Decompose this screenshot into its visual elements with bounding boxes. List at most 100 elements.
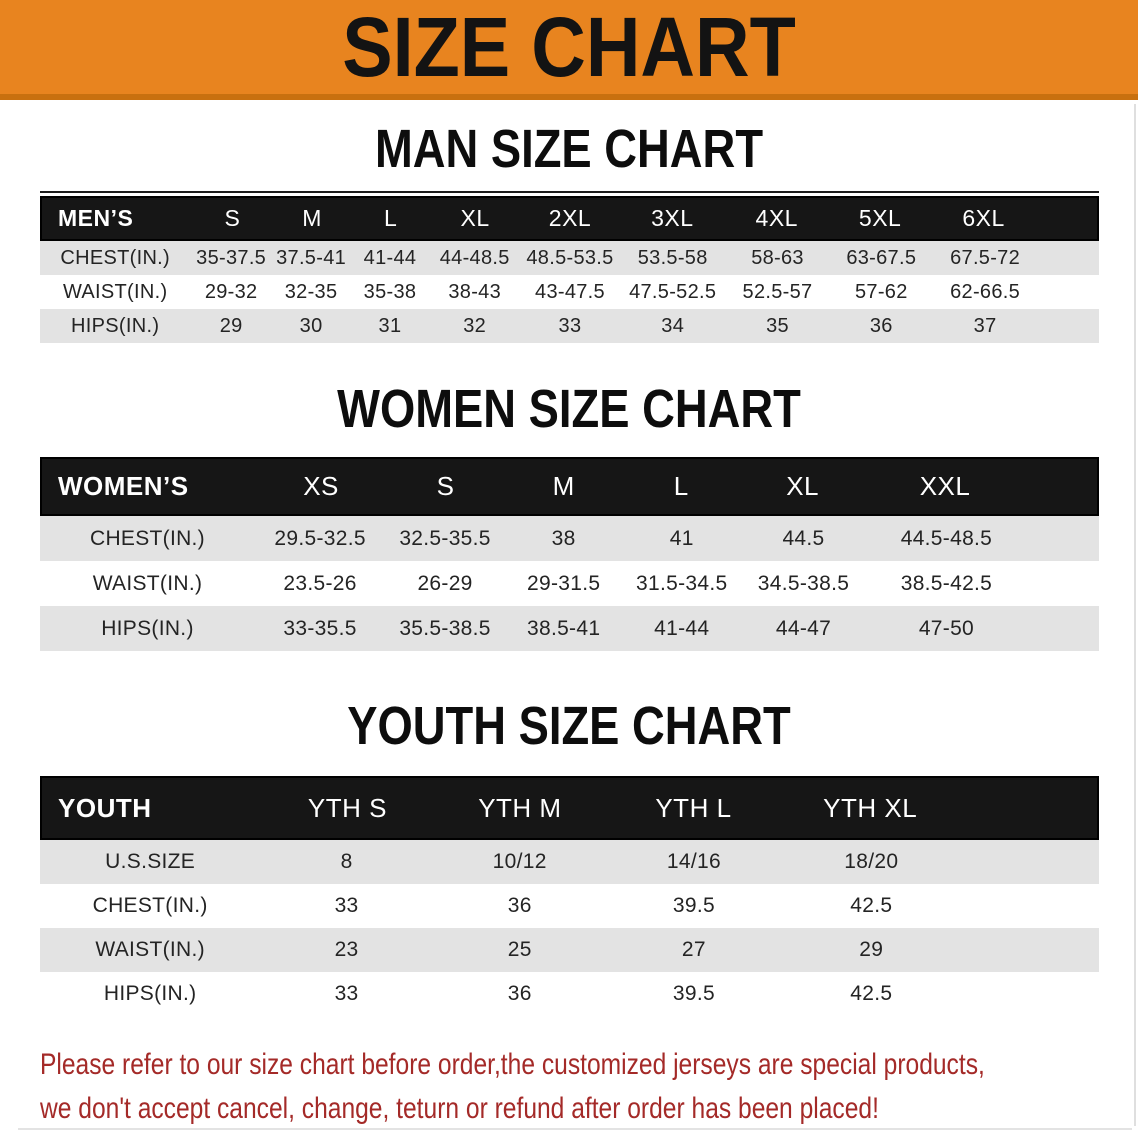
measurement-value: 42.5 — [850, 894, 893, 917]
size-column-header: 4XL — [755, 205, 798, 231]
size-column-header: 2XL — [548, 205, 592, 231]
size-column-header: YTH XL — [823, 792, 918, 823]
size-column-header: M — [302, 205, 322, 231]
table-corner-label: YOUTH — [58, 792, 152, 823]
measurement-label: WAIST(IN.) — [95, 938, 205, 961]
women-size-table: WOMEN’S XS S M L XL XXL CHEST(IN.) 29.5-32.5 32.5… — [40, 457, 1099, 651]
disclaimer-line-2: we don't accept cancel, change, teturn o… — [40, 1092, 879, 1125]
measurement-value: 48.5-53.5 — [526, 246, 614, 269]
measurement-value: 30 — [299, 314, 323, 337]
measurement-value: 41-44 — [363, 246, 417, 269]
measurement-value: 29-31.5 — [526, 571, 601, 595]
banner: SIZE CHART — [0, 0, 1138, 100]
measurement-value: 36 — [869, 314, 893, 337]
women-section-title-row: WOMEN SIZE CHART — [0, 379, 1138, 439]
measurement-value: 39.5 — [672, 894, 715, 917]
measurement-value: 63-67.5 — [846, 246, 917, 269]
measurement-row: WAIST(IN.) 23 25 27 29 — [40, 928, 1099, 972]
measurement-value: 32.5-35.5 — [399, 526, 491, 550]
men-size-table: MEN’S S M L XL 2XL 3XL 4XL 5XL 6XL CHEST(IN.) 35-37… — [40, 196, 1099, 343]
measurement-value: 29 — [219, 314, 243, 337]
measurement-row: WAIST(IN.) 29-32 32-35 35-38 38-43 43-47.5 47.… — [40, 275, 1099, 309]
measurement-value: 34 — [661, 314, 685, 337]
measurement-value: 10/12 — [492, 850, 547, 873]
measurement-value: 36 — [507, 982, 532, 1005]
size-column-header: S — [224, 205, 241, 231]
section-youth: YOUTH SIZE CHART YOUTH YTH S YTH M YTH L YTH… — [0, 699, 1138, 1016]
women-section-title: WOMEN SIZE CHART — [337, 379, 801, 439]
measurement-value: 35-38 — [363, 280, 417, 303]
table-corner-label: WOMEN’S — [58, 471, 189, 501]
measurement-row: U.S.SIZE 8 10/12 14/16 18/20 — [40, 840, 1099, 884]
measurement-value: 37.5-41 — [276, 246, 347, 269]
men-section-title: MAN SIZE CHART — [374, 119, 764, 179]
size-column-header: S — [436, 471, 455, 501]
measurement-label: HIPS(IN.) — [103, 982, 197, 1005]
measurement-value: 47-50 — [918, 616, 975, 640]
size-column-header: YTH S — [307, 792, 387, 823]
measurement-value: 44.5 — [782, 526, 825, 550]
measurement-value: 35 — [766, 314, 789, 337]
measurement-label: WAIST(IN.) — [62, 280, 168, 303]
measurement-value: 44-48.5 — [439, 246, 510, 269]
page-edge-artifact-right — [1134, 104, 1136, 1126]
measurement-value: 33 — [334, 894, 359, 917]
size-column-header: M — [552, 471, 575, 501]
measurement-value: 34.5-38.5 — [757, 571, 850, 595]
measurement-value: 23.5-26 — [283, 571, 357, 595]
size-column-header: XS — [303, 471, 339, 501]
table-header-row: WOMEN’S XS S M L XL XXL — [40, 457, 1099, 516]
measurement-value: 8 — [340, 850, 353, 873]
table-corner-label: MEN’S — [58, 205, 134, 231]
table-header-row: YOUTH YTH S YTH M YTH L YTH XL — [40, 776, 1099, 840]
page-edge-artifact-bottom — [18, 1128, 1132, 1130]
measurement-value: 44.5-48.5 — [900, 526, 993, 550]
measurement-label: CHEST(IN.) — [92, 894, 208, 917]
disclaimer: Please refer to our size chart before or… — [40, 1043, 1138, 1131]
measurement-label: HIPS(IN.) — [71, 314, 160, 337]
measurement-value: 25 — [507, 938, 532, 961]
measurement-value: 14/16 — [666, 850, 721, 873]
size-column-header: XL — [460, 205, 490, 231]
measurement-value: 29-32 — [204, 280, 258, 303]
measurement-value: 36 — [507, 894, 532, 917]
measurement-row: HIPS(IN.) 33-35.5 35.5-38.5 38.5-41 41-44 44-… — [40, 606, 1099, 651]
men-section-title-row: MAN SIZE CHART — [0, 119, 1138, 179]
measurement-value: 35.5-38.5 — [399, 616, 491, 640]
measurement-value: 39.5 — [672, 982, 715, 1005]
measurement-value: 37 — [973, 314, 997, 337]
measurement-value: 26-29 — [417, 571, 473, 595]
measurement-value: 23 — [334, 938, 359, 961]
page-title: SIZE CHART — [342, 0, 796, 94]
size-column-header: XXL — [919, 471, 971, 501]
size-column-header: XL — [786, 471, 819, 501]
measurement-value: 44-47 — [775, 616, 832, 640]
measurement-value: 43-47.5 — [535, 280, 605, 303]
measurement-value: 29 — [859, 938, 884, 961]
measurement-value: 18/20 — [844, 850, 899, 873]
table-header-row: MEN’S S M L XL 2XL 3XL 4XL 5XL 6XL — [40, 196, 1099, 241]
measurement-row: WAIST(IN.) 23.5-26 26-29 29-31.5 31.5-34.5 34… — [40, 561, 1099, 606]
youth-section-title-row: YOUTH SIZE CHART — [0, 699, 1138, 753]
measurement-label: CHEST(IN.) — [89, 526, 205, 550]
measurement-row: HIPS(IN.) 29 30 31 32 33 34 35 36 37 — [40, 309, 1099, 343]
measurement-value: 42.5 — [850, 982, 893, 1005]
size-column-header: YTH M — [478, 792, 562, 823]
measurement-value: 38 — [551, 526, 576, 550]
measurement-value: 31 — [378, 314, 402, 337]
section-women: WOMEN SIZE CHART WOMEN’S XS S M L XL XXL CHEST(… — [0, 379, 1138, 651]
size-column-header: YTH L — [655, 792, 732, 823]
section-men: MAN SIZE CHART MEN’S S M L XL 2XL 3XL 4XL 5XL 6XL… — [0, 119, 1138, 343]
measurement-value: 33-35.5 — [283, 616, 357, 640]
measurement-value: 33 — [334, 982, 359, 1005]
measurement-value: 35-37.5 — [196, 246, 267, 269]
measurement-value: 38-43 — [448, 280, 502, 303]
measurement-row: CHEST(IN.) 35-37.5 37.5-41 41-44 44-48.5 48.5… — [40, 241, 1099, 275]
measurement-label: HIPS(IN.) — [101, 616, 194, 640]
measurement-row: CHEST(IN.) 29.5-32.5 32.5-35.5 38 41 44.5 44.5… — [40, 516, 1099, 561]
measurement-value: 29.5-32.5 — [274, 526, 366, 550]
measurement-value: 57-62 — [854, 280, 908, 303]
measurement-value: 38.5-42.5 — [900, 571, 993, 595]
measurement-value: 31.5-34.5 — [636, 571, 728, 595]
